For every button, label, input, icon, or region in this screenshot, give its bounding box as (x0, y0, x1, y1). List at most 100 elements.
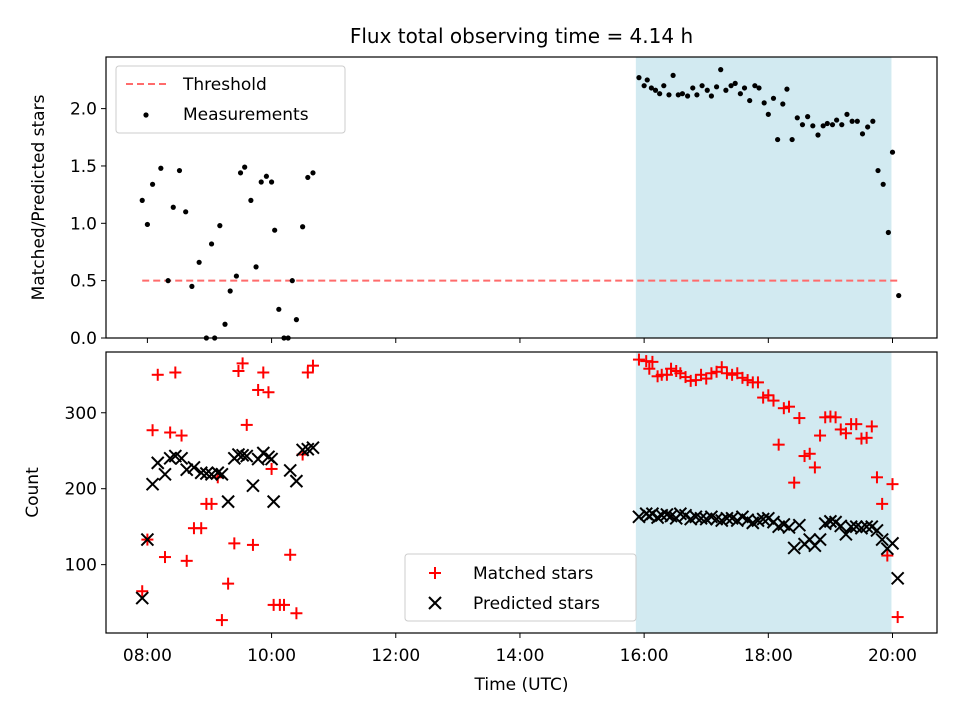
marker-stroke (174, 451, 189, 466)
measurement-point (670, 72, 676, 78)
marker-stroke (187, 460, 201, 475)
measurement-point (310, 170, 316, 176)
y-axis-label: Matched/Predicted stars (29, 94, 49, 300)
matched-star-marker (689, 374, 702, 387)
matched-star-marker (290, 607, 303, 620)
measurement-point (165, 278, 171, 284)
marker-stroke (428, 596, 442, 610)
predicted-star-marker (295, 443, 310, 457)
measurement-point (272, 227, 278, 233)
shaded-observing-window (635, 57, 892, 338)
measurement-point (844, 111, 850, 117)
predicted-star-marker (756, 512, 770, 526)
marker-stroke (689, 510, 703, 524)
measurement-point (217, 223, 223, 229)
measurement-point (747, 97, 753, 104)
measurement-point (849, 118, 855, 124)
marker-stroke (135, 591, 149, 605)
measurement-point (889, 149, 896, 155)
matched-star-marker (803, 447, 816, 460)
marker-stroke (283, 463, 297, 478)
marker-stroke (849, 519, 863, 534)
matched-star-marker (136, 585, 149, 598)
marker-stroke (720, 511, 734, 526)
legend-threshold-label: Threshold (182, 75, 267, 95)
predicted-star-marker (240, 449, 254, 463)
legend: Matched stars Predicted stars (404, 553, 637, 622)
matched-star-marker (798, 450, 811, 463)
y-tick-label: 0.5 (70, 272, 97, 292)
predicted-star-marker (890, 571, 905, 586)
legend-predicted-label: Predicted stars (473, 594, 600, 614)
axes-frame (105, 351, 938, 634)
matched-star-marker (700, 372, 713, 385)
predicted-star-marker (158, 467, 172, 481)
measurement-point (248, 197, 254, 203)
marker-stroke (140, 532, 155, 547)
measurement-point (824, 120, 830, 127)
measurement-point (208, 241, 215, 247)
marker-stroke (211, 466, 225, 480)
measurement-point (237, 170, 244, 176)
axes-frame (105, 56, 938, 339)
matched-star-marker (720, 367, 733, 380)
x-tick-label: 08:00 (123, 646, 172, 666)
marker-stroke (168, 449, 183, 463)
matched-star-marker (715, 361, 728, 374)
measurement-point (139, 197, 145, 203)
measurement-point (268, 179, 275, 185)
predicted-star-marker (859, 519, 874, 534)
matched-star-marker (151, 368, 164, 381)
matched-star-marker (741, 374, 754, 387)
measurement-point (794, 115, 800, 121)
x-tick-label: 16:00 (620, 646, 669, 666)
legend-matched-label: Matched stars (473, 564, 593, 584)
matched-star-marker (246, 538, 259, 551)
marker-stroke (151, 456, 165, 470)
marker-stroke (875, 532, 889, 547)
marker-stroke (306, 440, 320, 455)
predicted-star-marker (792, 518, 807, 532)
matched-star-marker (205, 497, 218, 510)
measurement-point (799, 122, 806, 128)
marker-stroke (650, 510, 665, 525)
measurement-point (896, 292, 902, 299)
matched-star-marker (252, 383, 265, 396)
predicted-star-marker (140, 532, 155, 547)
predicted-star-marker (215, 467, 229, 481)
matched-star-marker (301, 366, 314, 379)
marker-stroke (199, 466, 214, 481)
matched-star-marker (257, 366, 270, 379)
predicted-star-marker (187, 460, 201, 475)
matched-star-marker (222, 577, 235, 590)
marker-stroke (709, 512, 724, 526)
marker-stroke (221, 494, 235, 509)
measurement-point (870, 118, 876, 124)
measurement-point (775, 136, 781, 143)
measurement-point (741, 85, 748, 91)
measurement-point (666, 92, 672, 98)
measurement-point (183, 209, 189, 215)
measurement-point (233, 273, 239, 279)
matched-star-marker (886, 478, 899, 491)
matched-star-marker (277, 598, 290, 611)
predicted-star-marker (306, 440, 320, 455)
matched-star-marker (169, 366, 182, 379)
matched-star-marker (865, 420, 878, 433)
measurement-point (885, 229, 891, 236)
measurement-point (300, 224, 306, 230)
marker-stroke (235, 448, 250, 462)
legend-box (115, 65, 346, 134)
measurement-point (263, 173, 270, 179)
measurement-point (834, 117, 840, 123)
matched-star-marker (306, 359, 319, 372)
measurement-point (684, 93, 691, 99)
measurement-point (713, 84, 720, 90)
predicted-star-marker (839, 527, 853, 541)
measurement-point (805, 114, 811, 120)
marker-stroke (735, 510, 750, 524)
legend: Threshold Measurements (115, 65, 346, 134)
marker-stroke (756, 512, 770, 526)
matched-star-marker (284, 548, 297, 561)
measurement-point (644, 77, 650, 83)
